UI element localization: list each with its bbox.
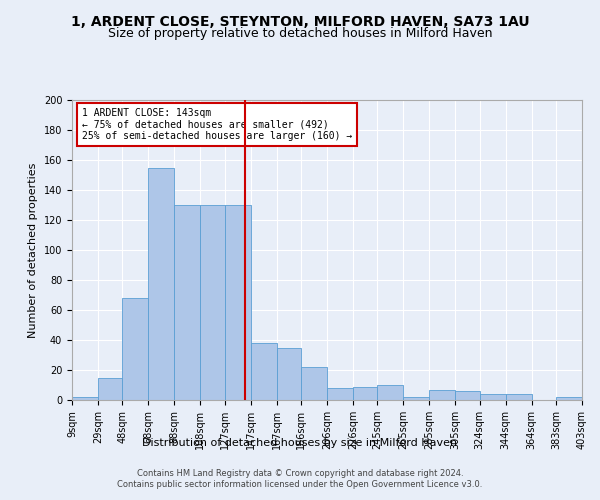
Bar: [225, 205, 251, 400]
Bar: [377, 385, 403, 400]
Bar: [429, 390, 455, 400]
Text: 1, ARDENT CLOSE, STEYNTON, MILFORD HAVEN, SA73 1AU: 1, ARDENT CLOSE, STEYNTON, MILFORD HAVEN…: [71, 15, 529, 29]
Bar: [277, 348, 301, 400]
Bar: [98, 378, 122, 400]
Bar: [251, 343, 277, 400]
Text: 1 ARDENT CLOSE: 143sqm
← 75% of detached houses are smaller (492)
25% of semi-de: 1 ARDENT CLOSE: 143sqm ← 75% of detached…: [82, 108, 352, 140]
Bar: [506, 394, 532, 400]
Bar: [403, 397, 429, 400]
Bar: [327, 388, 353, 400]
Bar: [174, 205, 200, 400]
Text: Size of property relative to detached houses in Milford Haven: Size of property relative to detached ho…: [108, 28, 492, 40]
Bar: [556, 397, 582, 400]
Bar: [200, 205, 225, 400]
Bar: [148, 168, 174, 400]
Bar: [480, 394, 506, 400]
Bar: [122, 298, 148, 400]
Text: Contains public sector information licensed under the Open Government Licence v3: Contains public sector information licen…: [118, 480, 482, 489]
Bar: [72, 397, 98, 400]
Text: Distribution of detached houses by size in Milford Haven: Distribution of detached houses by size …: [142, 438, 458, 448]
Y-axis label: Number of detached properties: Number of detached properties: [28, 162, 38, 338]
Text: Contains HM Land Registry data © Crown copyright and database right 2024.: Contains HM Land Registry data © Crown c…: [137, 468, 463, 477]
Bar: [455, 391, 480, 400]
Bar: [353, 386, 377, 400]
Bar: [301, 367, 327, 400]
